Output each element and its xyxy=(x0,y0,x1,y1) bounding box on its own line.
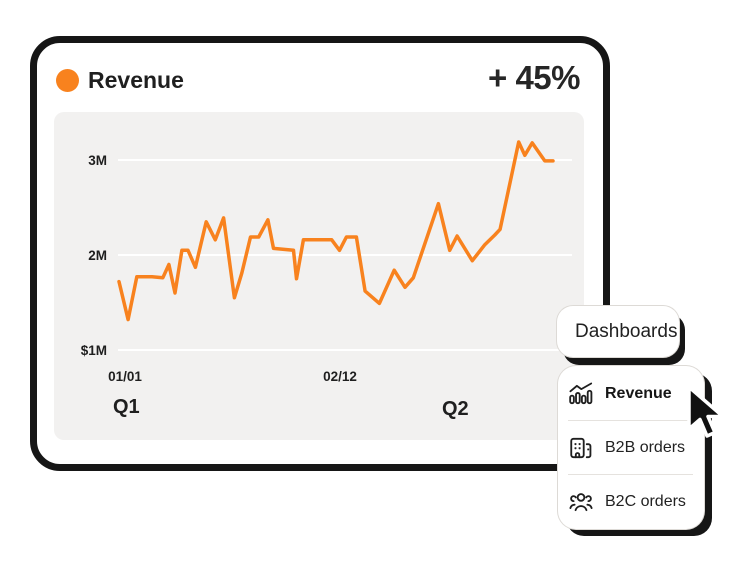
growth-badge: + 45% xyxy=(488,59,581,96)
revenue-series-line xyxy=(117,140,555,322)
y-axis-tick: $1M xyxy=(81,343,107,358)
x-axis-tick: 02/12 xyxy=(323,369,357,384)
menu-divider xyxy=(568,420,693,421)
dashboards-menu: Revenue B2B orders xyxy=(558,366,704,529)
building-icon xyxy=(568,435,594,461)
y-axis-tick: 2M xyxy=(88,248,107,263)
users-group-icon xyxy=(568,489,594,515)
y-axis-tick: 3M xyxy=(88,153,107,168)
menu-item-label: B2B orders xyxy=(605,438,686,456)
menu-item-b2b-orders[interactable]: B2B orders xyxy=(558,421,704,474)
x-axis-tick: 01/01 xyxy=(108,369,142,384)
quarter-label-q1: Q1 xyxy=(113,396,140,418)
menu-item-revenue[interactable]: Revenue xyxy=(558,367,704,420)
menu-item-label: B2C orders xyxy=(605,492,686,510)
pointer-arrow-icon xyxy=(687,385,725,438)
dashboards-button-label: Dashboards xyxy=(575,320,678,342)
card-title: Revenue xyxy=(88,67,184,93)
quarter-label-q2: Q2 xyxy=(442,398,469,420)
revenue-line-chart: 3M 2M $1M xyxy=(81,140,572,358)
revenue-legend-dot xyxy=(56,69,79,92)
revenue-card: Revenue + 45% 3M 2M $1M 01/01 02/12 Q1 Q2 xyxy=(30,36,610,471)
menu-item-b2c-orders[interactable]: B2C orders xyxy=(558,475,704,528)
dashboards-button[interactable]: Dashboards xyxy=(557,306,679,357)
menu-divider xyxy=(568,474,693,475)
menu-item-label: Revenue xyxy=(605,384,672,402)
chart-panel: 3M 2M $1M 01/01 02/12 Q1 Q2 xyxy=(54,112,584,440)
bar-chart-trend-icon xyxy=(568,381,594,407)
